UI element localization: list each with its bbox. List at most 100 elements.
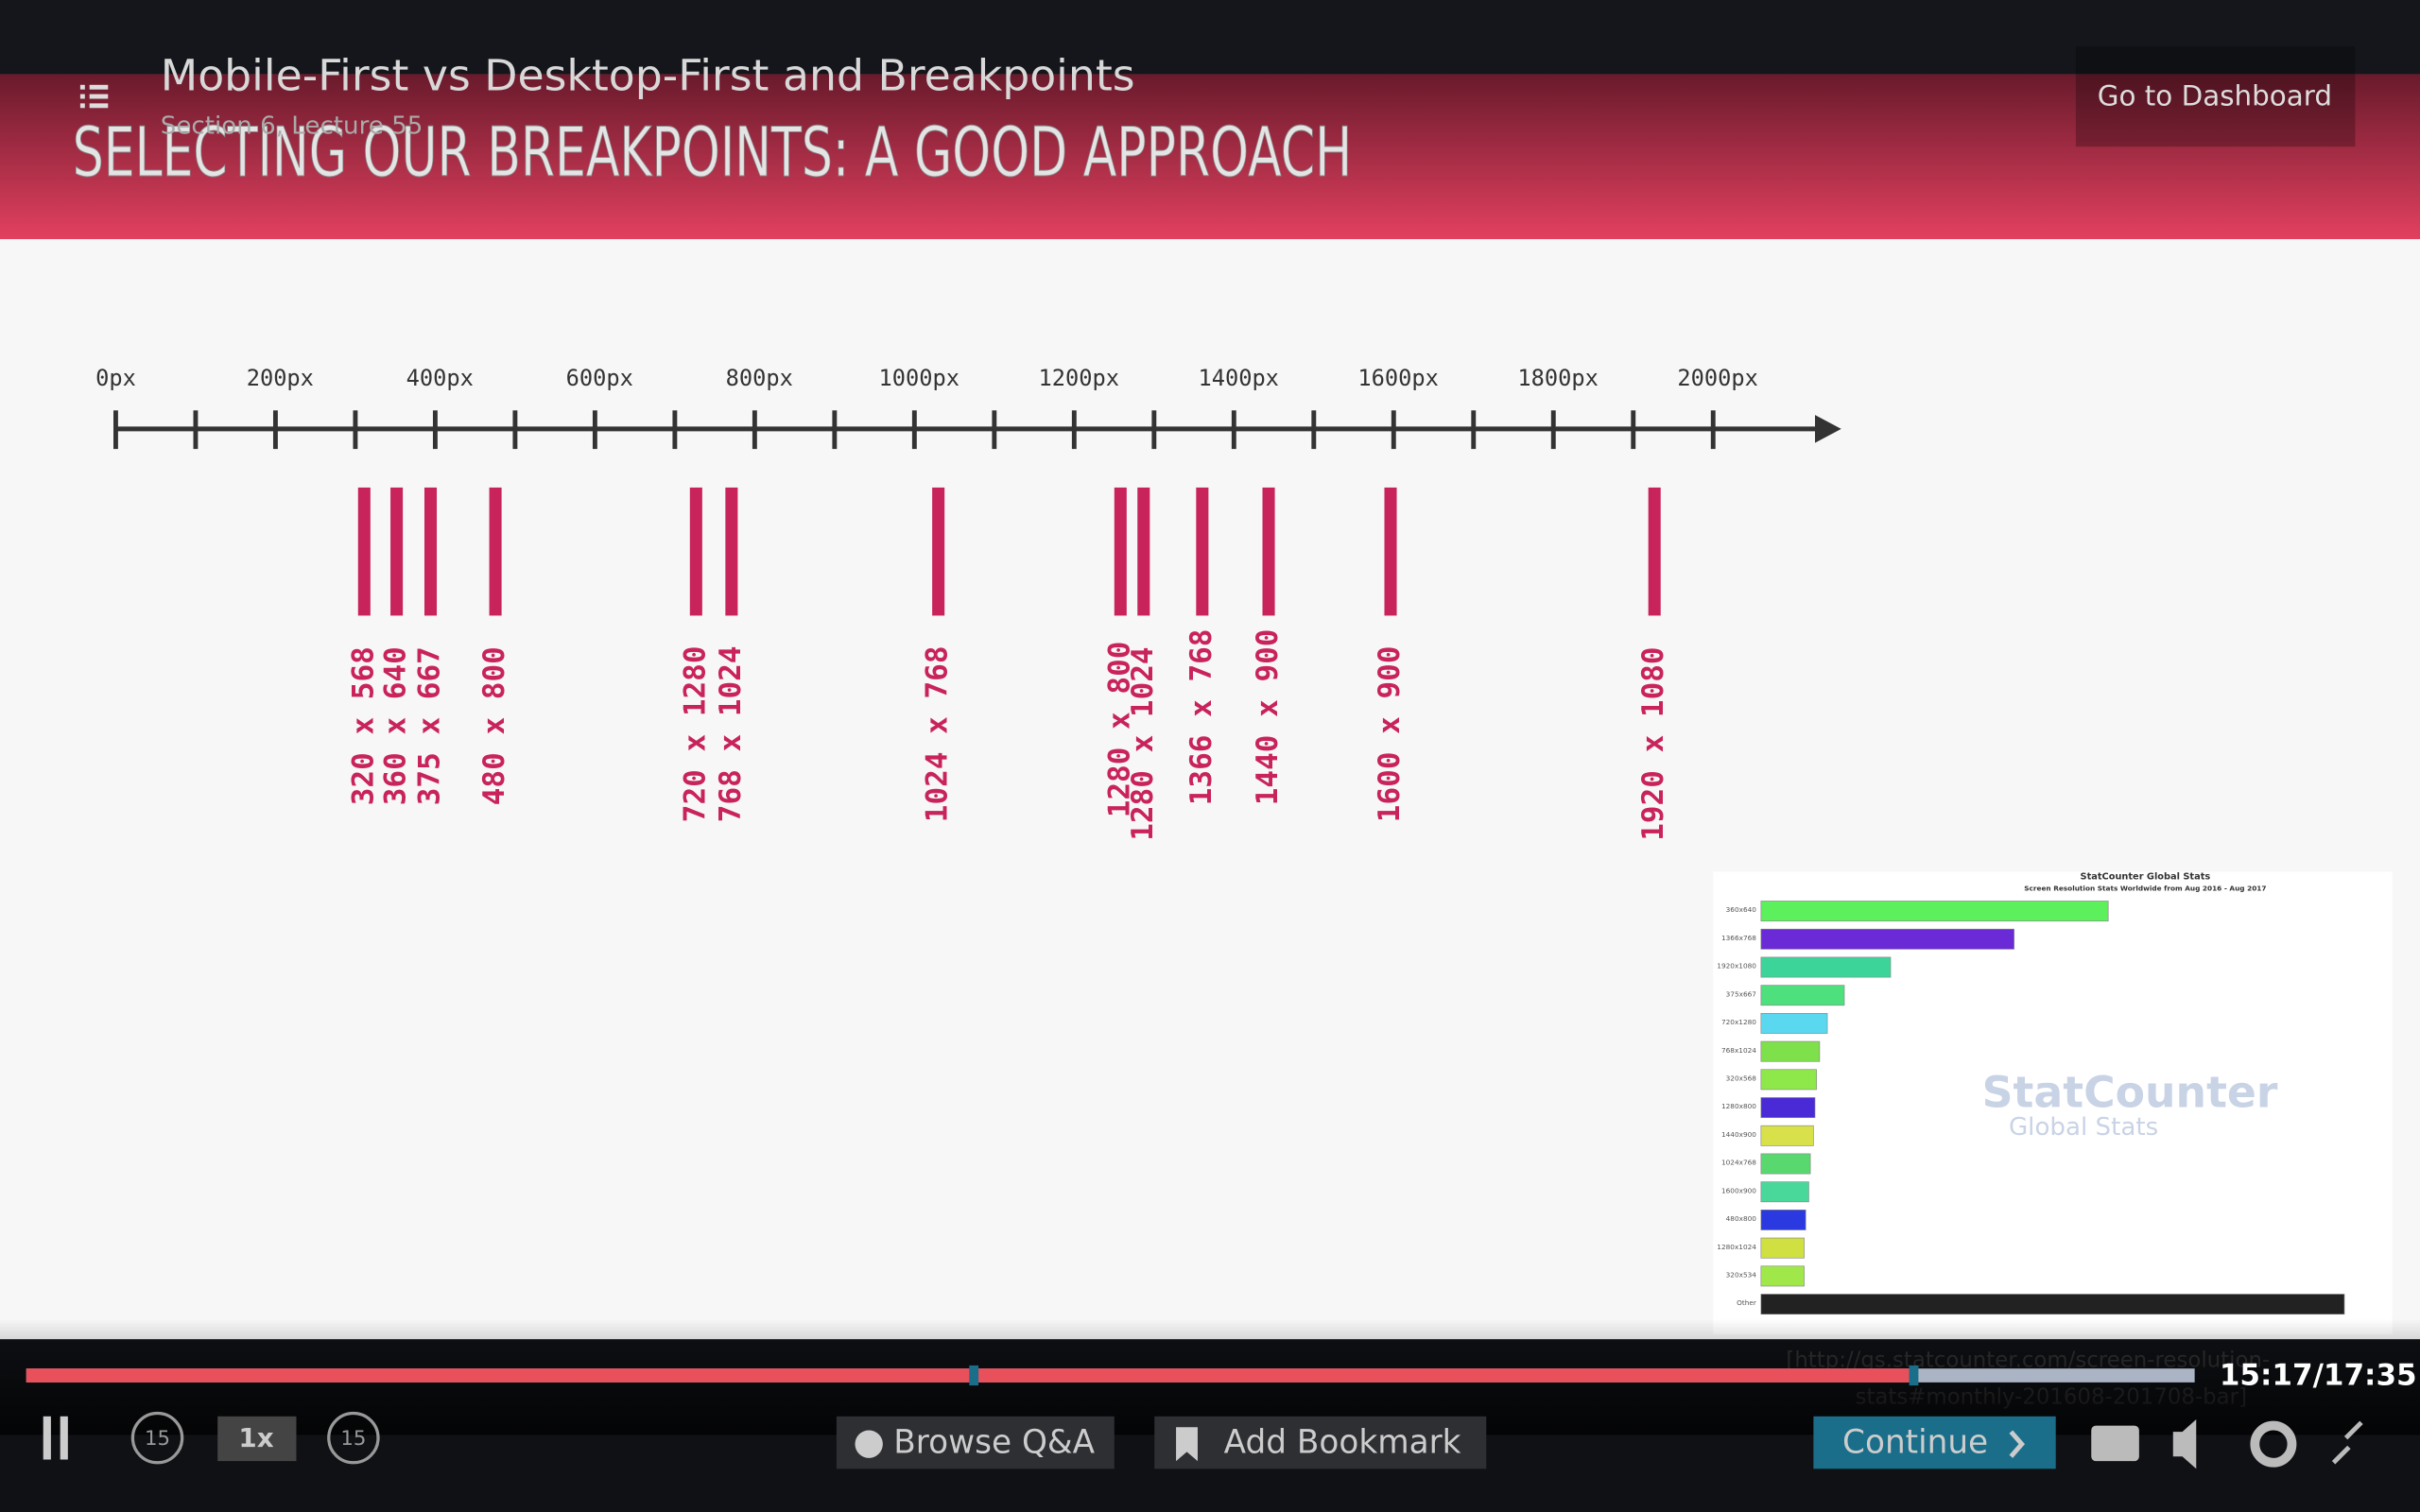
- stats-bar: [1760, 1097, 1816, 1119]
- browse-qa-label[interactable]: Browse Q&A: [893, 1424, 1095, 1462]
- breakpoint-bar: [357, 487, 371, 616]
- top-bar: [0, 0, 2420, 75]
- browse-qa-button[interactable]: [836, 1416, 1115, 1469]
- rewind-label[interactable]: 15: [145, 1427, 170, 1451]
- volume-button[interactable]: [2172, 1419, 2197, 1469]
- bookmark-label[interactable]: Add Bookmark: [1224, 1424, 1461, 1462]
- axis-arrow: [1815, 415, 1841, 443]
- breakpoint-label: 720 x 1280: [678, 645, 712, 822]
- axis-label: 200px: [247, 365, 314, 391]
- breakpoint-label: 1366 x 768: [1184, 629, 1219, 806]
- timeline: 0px 200px 400px 600px 800px 1000px 1200px 1400p…: [95, 365, 1841, 841]
- captions-button[interactable]: [2091, 1425, 2139, 1462]
- stats-row-label: 320x534: [1726, 1271, 1757, 1280]
- stats-bar: [1760, 1153, 1811, 1175]
- breakpoint-bar: [424, 487, 438, 616]
- axis-label: 800px: [726, 365, 793, 391]
- pause-button[interactable]: [43, 1416, 68, 1460]
- bookmark-icon: [1176, 1427, 1198, 1462]
- stats-row-label: 1024x768: [1721, 1159, 1756, 1167]
- breakpoint-bar: [932, 487, 945, 616]
- axis-label: 1600px: [1357, 365, 1438, 391]
- stats-bar: [1760, 985, 1845, 1006]
- menu-icon[interactable]: [79, 84, 109, 109]
- axis-label: 1000px: [879, 365, 959, 391]
- dashboard-button[interactable]: [2075, 45, 2356, 147]
- stats-bar: [1760, 1210, 1806, 1230]
- forward-button[interactable]: [327, 1411, 380, 1465]
- stats-bar: [1760, 1069, 1817, 1091]
- continue-label[interactable]: Continue: [1842, 1424, 1988, 1462]
- breakpoint-label: 768 x 1024: [714, 645, 748, 822]
- breakpoint-label: 1280 x 1024: [1126, 646, 1160, 840]
- axis-label: 1400px: [1198, 365, 1278, 391]
- stats-row-label: 480x800: [1726, 1214, 1757, 1223]
- breakpoint-label: 1600 x 900: [1373, 645, 1407, 822]
- continue-button[interactable]: [1813, 1416, 2056, 1469]
- stats-row-label: 720x1280: [1721, 1018, 1756, 1026]
- rewind-button[interactable]: [130, 1411, 184, 1465]
- stats-bar: [1760, 1181, 1809, 1203]
- stats-row-label: 320x568: [1726, 1074, 1757, 1083]
- speed-label[interactable]: 1x: [238, 1422, 273, 1453]
- breakpoint-label: 360 x 640: [379, 646, 413, 805]
- stats-row-label: 1280x800: [1721, 1102, 1756, 1110]
- course-title: Mobile-First vs Desktop-First and Breakp…: [161, 51, 1135, 101]
- progress-handle[interactable]: [1909, 1365, 1919, 1386]
- axis-label: 600px: [566, 365, 633, 391]
- breakpoint-label: 320 x 568: [346, 646, 380, 805]
- stats-row-label: 768x1024: [1721, 1046, 1756, 1055]
- stats-row-label: 375x667: [1726, 989, 1757, 998]
- stats-row-label: 1366x768: [1721, 934, 1756, 942]
- axis-label: 400px: [406, 365, 474, 391]
- breakpoint-bar: [1384, 487, 1397, 616]
- stats-bar: [1760, 928, 2014, 950]
- watermark: Global Stats: [2009, 1113, 2158, 1142]
- breakpoint-label: 1024 x 768: [921, 645, 955, 822]
- settings-button[interactable]: [2250, 1420, 2297, 1468]
- stats-bar: [1760, 956, 1892, 978]
- continue-arrow: [2009, 1430, 2026, 1458]
- breakpoint-bar: [1196, 487, 1209, 616]
- stats-title: StatCounter Global Stats: [2081, 871, 2211, 882]
- axis-label: 0px: [95, 365, 136, 391]
- axis-label: 2000px: [1677, 365, 1757, 391]
- stats-bar: [1760, 1237, 1805, 1259]
- speed-button[interactable]: [217, 1416, 297, 1462]
- stats-row-label: 1920x1080: [1717, 962, 1756, 971]
- stats-subtitle: Screen Resolution Stats Worldwide from A…: [2024, 884, 2266, 892]
- breakpoint-label: 1440 x 900: [1251, 629, 1285, 806]
- stats-row-label: Other: [1737, 1298, 1757, 1307]
- breakpoint-bar: [689, 487, 702, 616]
- fullscreen-button[interactable]: [2331, 1420, 2363, 1465]
- dashboard-label[interactable]: Go to Dashboard: [2098, 79, 2332, 112]
- time: 15:17/17:35: [2220, 1358, 2417, 1392]
- breakpoint-bar: [1114, 487, 1127, 616]
- stats-bar: [1760, 1040, 1821, 1062]
- slide-title: SELECTING OUR BREAKPOINTS: A GOOD APPROA…: [73, 112, 1352, 192]
- stats-row-label: 1600x900: [1721, 1186, 1756, 1194]
- breakpoint-label: 375 x 667: [413, 646, 447, 805]
- forward-label[interactable]: 15: [340, 1427, 366, 1451]
- stats-row-label: 360x640: [1726, 905, 1757, 914]
- slide-banner: [0, 74, 2420, 240]
- axis-label: 1800px: [1517, 365, 1598, 391]
- stats-row-label: 1280x1024: [1717, 1243, 1756, 1251]
- progress-marker[interactable]: [969, 1365, 979, 1386]
- bookmark-button[interactable]: [1154, 1416, 1487, 1469]
- stats-bar: [1760, 1294, 2345, 1315]
- breakpoint-label: 480 x 800: [477, 646, 511, 805]
- breakpoint-bar: [1262, 487, 1275, 616]
- watermark: StatCounter: [1982, 1068, 2278, 1118]
- breakpoint-bar: [390, 487, 404, 616]
- stats-chart: StatCounter Global Stats Screen Resoluti…: [1713, 871, 2393, 1335]
- stats-row-label: 1440x900: [1721, 1130, 1756, 1139]
- breakpoint-label: 1280 x 800: [1102, 642, 1136, 818]
- breakpoint-label: 1920 x 1080: [1636, 646, 1670, 840]
- stats-bar: [1760, 1265, 1805, 1287]
- stats-bar: [1760, 1012, 1828, 1034]
- lecture-info: Section 6, Lecture 55: [161, 112, 424, 140]
- breakpoint-bar: [1137, 487, 1150, 616]
